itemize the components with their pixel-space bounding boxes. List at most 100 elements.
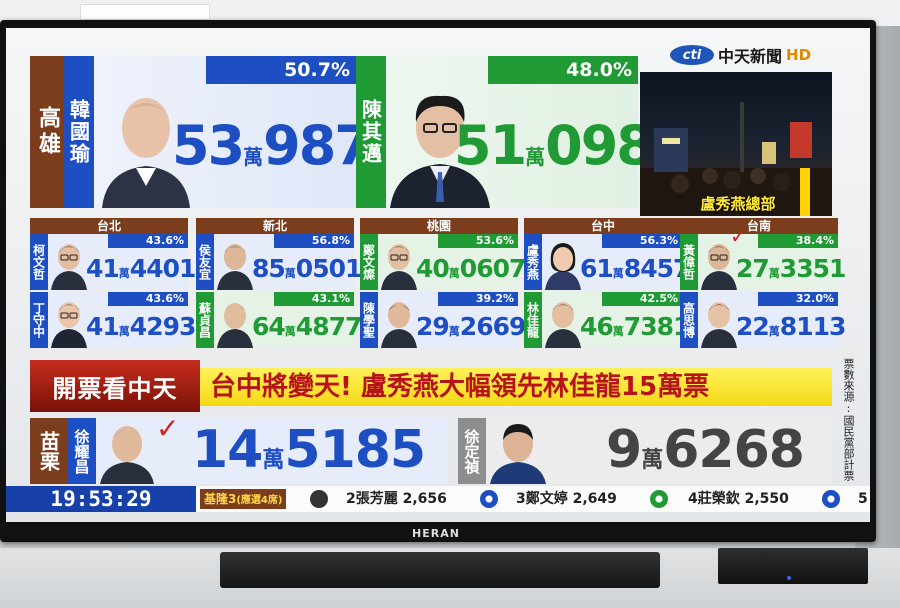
votes-remainder: 8457 xyxy=(623,254,691,283)
candidate-photo xyxy=(545,302,581,348)
candidate-pct: 38.4% xyxy=(758,234,838,248)
candidate-photo xyxy=(217,303,253,348)
votes-wan: 85 xyxy=(252,254,286,283)
channel-logo: cti 中天新聞 HD xyxy=(670,42,860,68)
candidate-pct: 53.6% xyxy=(438,234,518,248)
votes-wan: 51 xyxy=(454,114,527,177)
tv-brand-logo: HERAN xyxy=(412,527,460,540)
candidate-row: 鄭文燦 53.6% 40萬0607 xyxy=(360,234,526,290)
votes-remainder: 3351 xyxy=(779,254,847,283)
candidate-votes: 27萬3351 xyxy=(736,252,846,286)
candidate-row: 黃偉哲 38.4% 27萬3351 xyxy=(680,234,846,290)
ticker-entry: 3鄭文婷 2,649 xyxy=(516,491,617,507)
votes-unit: 萬 xyxy=(118,267,130,280)
set-top-box xyxy=(718,548,868,584)
miaoli-candidate-2-panel xyxy=(486,418,832,484)
ticker-city: 基隆3(應選4席) xyxy=(200,489,287,509)
kaohsiung-candidate-1-name: 韓國瑜 xyxy=(64,56,94,208)
live-feed-caption: 盧秀燕總部 xyxy=(700,195,776,213)
candidate-votes: 64萬4877 xyxy=(252,310,362,344)
votes-remainder: 8113 xyxy=(779,312,847,341)
candidate-photo xyxy=(217,244,253,290)
votes-wan: 9 xyxy=(606,420,642,480)
kaohsiung-candidate-2-photo xyxy=(390,95,490,208)
dpp-emblem-icon xyxy=(650,490,668,508)
candidate-row: 侯友宜 56.8% 85萬0501 xyxy=(196,234,362,290)
vote-source-note: 票數來源:國民黨部計票 xyxy=(842,358,855,481)
city-block-taipei: 台北 柯文哲 43.6% 41萬4401 丁守中 43.6% 41萬4293 xyxy=(30,218,196,348)
votes-unit: 萬 xyxy=(768,267,780,280)
votes-wan: 14 xyxy=(192,420,263,480)
program-brand: 開票看中天 xyxy=(30,360,200,412)
votes-remainder: 7381 xyxy=(623,312,691,341)
broadcast-clock: 19:53:29 xyxy=(6,486,196,512)
broadcast-screen: 高雄 韓國瑜 50.7% 53萬9872 陳其邁 48.0% 51萬0987 c… xyxy=(6,28,870,522)
candidate-name: 丁守中 xyxy=(30,292,48,348)
candidate-votes: 29萬2669 xyxy=(416,310,526,344)
ticker-entry: 5 xyxy=(858,491,868,507)
votes-unit: 萬 xyxy=(262,448,285,473)
votes-unit: 萬 xyxy=(243,145,264,169)
kaohsiung-candidate-2-pct: 48.0% xyxy=(488,56,638,84)
candidate-votes: 22萬8113 xyxy=(736,310,846,344)
city-name: 台中 xyxy=(524,218,682,234)
candidate-name: 鄭文燦 xyxy=(360,234,378,290)
candidate-votes: 40萬0607 xyxy=(416,252,526,286)
candidate-name: 林佳龍 xyxy=(524,292,542,348)
miaoli-candidate-1-name: 徐耀昌 xyxy=(68,418,96,484)
candidate-row: 林佳龍 42.5% 46萬7381 xyxy=(524,292,690,348)
channel-name: 中天新聞 xyxy=(718,47,783,66)
miaoli-city-label: 苗栗 xyxy=(30,418,68,484)
votes-remainder: 4293 xyxy=(129,312,197,341)
kaohsiung-candidate-2-name: 陳其邁 xyxy=(356,56,386,208)
city-name: 桃園 xyxy=(360,218,518,234)
votes-unit: 萬 xyxy=(612,267,624,280)
party-emblem-icon xyxy=(310,490,328,508)
votes-remainder: 0501 xyxy=(295,254,363,283)
votes-wan: 27 xyxy=(736,254,770,283)
candidate-photo xyxy=(701,302,737,348)
headline-text: 台中將變天! 盧秀燕大幅領先林佳龍15萬票 xyxy=(200,368,832,406)
results-ticker: 基隆3(應選4席) 2張芳麗 2,656 3鄭文婷 2,649 4莊榮欽 2,5… xyxy=(196,486,870,512)
candidate-name: 陳學聖 xyxy=(360,292,378,348)
candidate-row: 柯文哲 43.6% 41萬4401 xyxy=(30,234,196,290)
kmt-emblem-icon xyxy=(822,490,840,508)
candidate-name: 盧秀燕 xyxy=(524,234,542,290)
candidate-row: 蘇貞昌 43.1% 64萬4877 xyxy=(196,292,362,348)
votes-wan: 41 xyxy=(86,312,120,341)
candidate-pct: 39.2% xyxy=(438,292,518,306)
miaoli-candidate-2-photo xyxy=(490,424,546,484)
votes-unit: 萬 xyxy=(525,145,546,169)
candidate-votes: 41萬4401 xyxy=(86,252,196,286)
votes-wan: 40 xyxy=(416,254,450,283)
ceiling-light xyxy=(80,4,210,20)
live-video-scene xyxy=(640,102,832,216)
candidate-votes: 41萬4293 xyxy=(86,310,196,344)
ticker-city-name: 基隆3 xyxy=(204,492,237,506)
votes-wan: 53 xyxy=(172,114,245,177)
city-name: 台南 xyxy=(680,218,838,234)
votes-wan: 41 xyxy=(86,254,120,283)
votes-remainder: 4877 xyxy=(295,312,363,341)
candidate-pct: 43.6% xyxy=(108,292,188,306)
candidate-name: 蘇貞昌 xyxy=(196,292,214,348)
miaoli-candidate-2-name: 徐定禎 xyxy=(458,418,486,484)
cti-logo-mark: cti xyxy=(670,45,714,65)
kmt-emblem-icon xyxy=(480,490,498,508)
kaohsiung-candidate-1-votes: 53萬9872 xyxy=(172,114,407,178)
votes-wan: 22 xyxy=(736,312,770,341)
miaoli-candidate-1-votes: 14萬5185 xyxy=(192,420,448,480)
votes-wan: 46 xyxy=(580,312,614,341)
candidate-name: 黃偉哲 xyxy=(680,234,698,290)
city-name: 新北 xyxy=(196,218,354,234)
votes-remainder: 4401 xyxy=(129,254,197,283)
ticker-entry: 4莊榮欽 2,550 xyxy=(688,491,789,507)
votes-unit: 萬 xyxy=(768,325,780,338)
votes-unit: 萬 xyxy=(448,325,460,338)
city-name: 台北 xyxy=(30,218,188,234)
candidate-photo xyxy=(701,244,737,290)
city-block-tainan: 台南 黃偉哲 38.4% 27萬3351 高思博 32.0% 22萬8113 ✓ xyxy=(680,218,846,348)
tv-stand xyxy=(220,552,660,588)
candidate-photo xyxy=(381,302,417,348)
miaoli-candidate-2-votes: 9萬6268 xyxy=(606,420,832,480)
